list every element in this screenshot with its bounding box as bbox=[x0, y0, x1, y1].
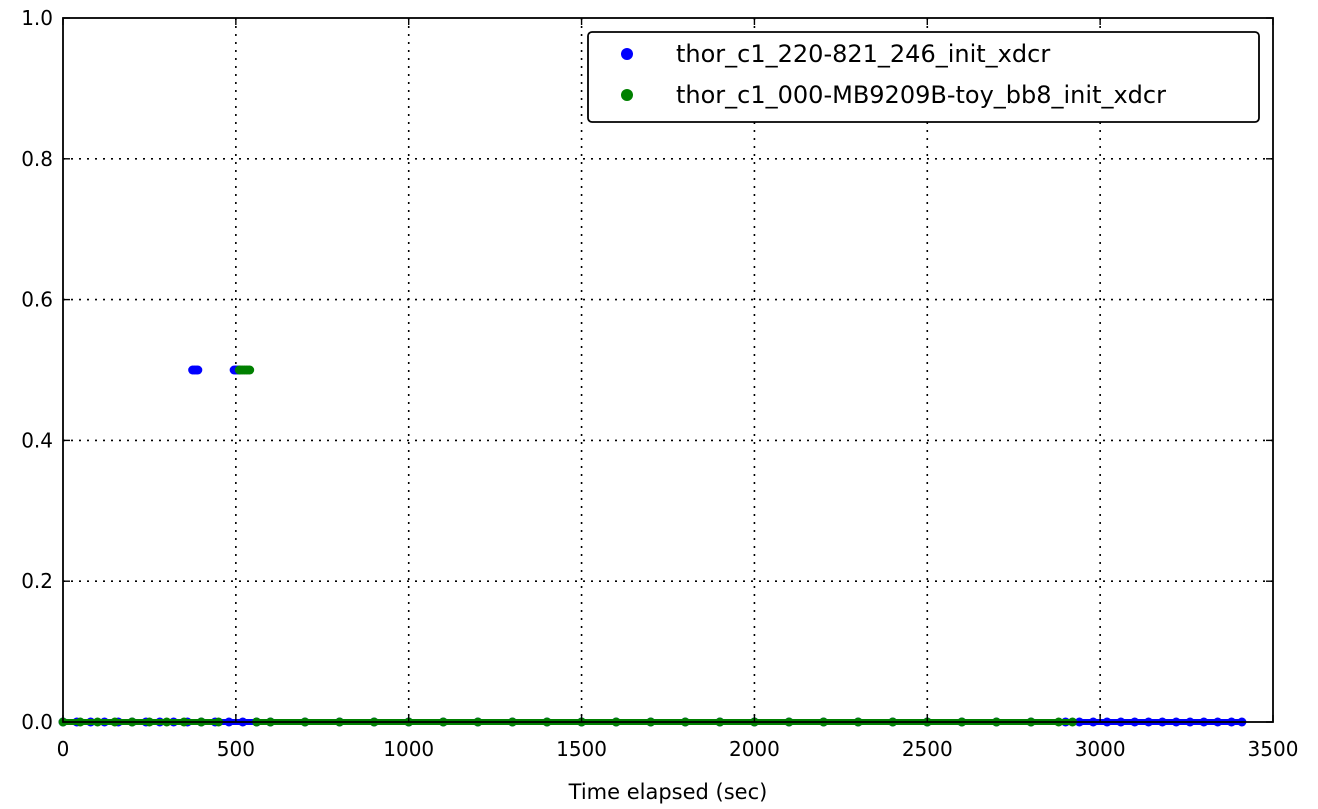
x-tick-label: 1000 bbox=[383, 737, 434, 761]
x-tick-label: 1500 bbox=[556, 737, 607, 761]
series-layer bbox=[58, 365, 1247, 727]
series-0-point bbox=[193, 365, 203, 375]
x-tick-label: 3000 bbox=[1075, 737, 1126, 761]
x-tick-label: 2000 bbox=[729, 737, 780, 761]
y-tick-label: 1.0 bbox=[21, 6, 53, 30]
legend-marker-0 bbox=[621, 48, 633, 60]
legend: thor_c1_220-821_246_init_xdcr thor_c1_000… bbox=[587, 31, 1260, 123]
x-tick-label: 0 bbox=[57, 737, 70, 761]
y-tick-label: 0.4 bbox=[21, 428, 53, 452]
x-tick-label: 2500 bbox=[902, 737, 953, 761]
series-0 bbox=[58, 365, 1247, 727]
legend-entries: thor_c1_220-821_246_init_xdcr thor_c1_000… bbox=[621, 40, 1166, 109]
tick-layer: 0 500 1000 1500 2000 2500 3000 3500 0.0 0.2 0.4 0.6… bbox=[21, 6, 1298, 761]
series-1-point bbox=[245, 365, 255, 375]
x-axis-title: Time elapsed (sec) bbox=[568, 780, 768, 804]
series-1 bbox=[58, 365, 1077, 727]
grid-layer bbox=[63, 18, 1273, 722]
y-tick-label: 0.6 bbox=[21, 288, 53, 312]
y-tick-label: 0.0 bbox=[21, 710, 53, 734]
legend-label-1: thor_c1_000-MB9209B-toy_bb8_init_xdcr bbox=[676, 81, 1166, 109]
x-tick-label: 500 bbox=[217, 737, 255, 761]
legend-box bbox=[587, 31, 1260, 123]
legend-marker-1 bbox=[621, 89, 633, 101]
plot-frame bbox=[62, 17, 1274, 723]
legend-label-0: thor_c1_220-821_246_init_xdcr bbox=[676, 40, 1050, 68]
x-tick-label: 3500 bbox=[1248, 737, 1299, 761]
y-tick-label: 0.8 bbox=[21, 147, 53, 171]
y-tick-label: 0.2 bbox=[21, 569, 53, 593]
